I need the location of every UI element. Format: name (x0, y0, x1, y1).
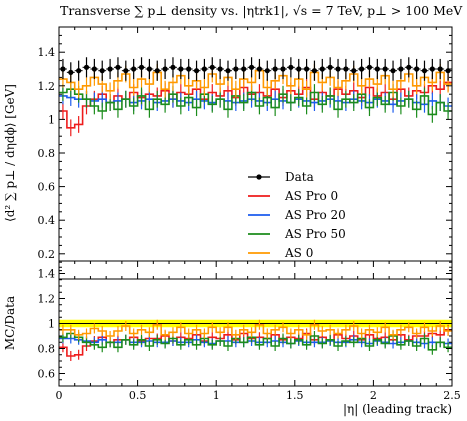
main-y-tick-label: 1 (48, 113, 55, 126)
data-point (225, 68, 231, 74)
main-y-tick-label: 1.2 (38, 80, 56, 93)
data-point (374, 66, 380, 72)
data-point (178, 66, 184, 72)
data-point (138, 64, 145, 70)
data-point (390, 68, 396, 74)
legend: Data AS Pro 0 AS Pro 20 AS Pro 50 AS 0 (248, 170, 346, 260)
data-point (248, 64, 255, 70)
x-tick-label: 0 (56, 389, 63, 402)
main-y-tick-label: 0.8 (38, 147, 56, 160)
data-point (68, 69, 74, 75)
legend-label-as-pro-0: AS Pro 0 (284, 189, 338, 203)
legend-label-data: Data (285, 170, 314, 184)
main-panel: 0.2 0.4 0.6 0.8 1 1.2 1.4 ⟨d² ∑ p⊥ / dηdϕ⟩ [Ge… (3, 26, 453, 280)
data-point (201, 66, 208, 72)
legend-label-as-0: AS 0 (284, 246, 313, 260)
x-tick-label: 2.5 (443, 389, 461, 402)
data-point (107, 66, 113, 72)
ratio-y-tick-label: 1.4 (38, 268, 56, 281)
data-point (217, 66, 223, 72)
x-tick-label: 0.5 (129, 389, 147, 402)
data-point (241, 66, 247, 72)
data-point (303, 66, 310, 72)
data-point (154, 68, 160, 74)
data-point (296, 66, 302, 72)
legend-label-as-pro-20: AS Pro 20 (284, 208, 346, 222)
data-point (123, 68, 129, 74)
data-point (359, 66, 365, 72)
data-point (382, 66, 388, 72)
main-y-axis-label: ⟨d² ∑ p⊥ / dηdϕ⟩ [GeV] (3, 84, 17, 222)
ratio-panel: 0.6 0.8 1 1.2 1.4 MC/Data (3, 260, 453, 387)
data-point (437, 66, 443, 72)
ratio-y-tick-label: 1.2 (38, 293, 56, 306)
x-tick-label: 1 (213, 389, 220, 402)
legend-label-as-pro-50: AS Pro 50 (284, 227, 346, 241)
data-point (351, 68, 357, 74)
chart-title: Transverse ∑ p⊥ density vs. |ηtrk1|, √s … (60, 3, 463, 18)
data-point (170, 64, 176, 70)
data-point (414, 66, 420, 72)
main-y-tick-label: 0.2 (38, 248, 56, 261)
data-point (60, 66, 66, 72)
main-y-tick-label: 1.4 (38, 46, 56, 59)
ratio-y-tick-label: 1 (48, 318, 55, 331)
ratio-line-as-0 (59, 324, 452, 337)
x-axis-label: |η| (leading track) (343, 402, 452, 416)
data-point (193, 68, 200, 74)
data-point (91, 66, 97, 72)
data-point (343, 66, 349, 72)
data-point (146, 66, 152, 72)
data-point (76, 68, 82, 74)
data-point (280, 66, 286, 72)
data-point (398, 66, 404, 72)
main-y-tick-label: 0.4 (38, 214, 56, 227)
data-point (99, 68, 105, 74)
ratio-y-tick-label: 0.6 (38, 368, 56, 381)
data-point (421, 68, 428, 74)
x-tick-label: 1.5 (286, 389, 304, 402)
data-point (83, 64, 90, 70)
legend-marker-data (256, 174, 262, 180)
data-point (335, 66, 341, 72)
data-point (319, 66, 325, 72)
data-point (186, 66, 192, 72)
data-point (131, 66, 137, 72)
data-point (256, 66, 263, 72)
data-point (429, 66, 435, 72)
main-y-tick-label: 0.6 (38, 181, 56, 194)
data-point (233, 66, 239, 72)
data-point (209, 64, 215, 70)
data-point (366, 64, 373, 70)
data-point (264, 68, 270, 74)
data-point (115, 64, 121, 70)
data-point (311, 68, 318, 74)
ratio-y-axis-label: MC/Data (3, 296, 17, 350)
data-point (272, 66, 278, 72)
data-point (288, 64, 294, 70)
data-point (406, 64, 412, 70)
data-point (327, 64, 333, 70)
ratio-y-tick-label: 0.8 (38, 343, 56, 356)
x-tick-label: 2 (370, 389, 377, 402)
data-point (162, 66, 168, 72)
